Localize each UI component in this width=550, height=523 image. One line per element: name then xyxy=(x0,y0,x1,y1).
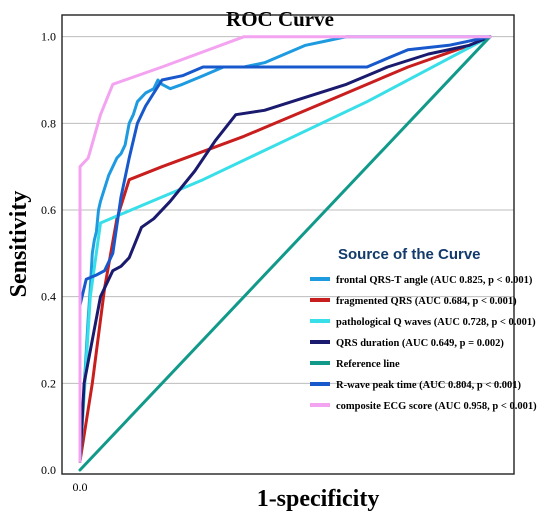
series-line-4 xyxy=(78,35,492,472)
x-axis-label: 1-specificity xyxy=(257,486,380,512)
y-tick-label-1: 0.2 xyxy=(41,376,56,390)
y-tick-label-3: 0.6 xyxy=(41,203,56,217)
legend-label-6: composite ECG score (AUC 0.958, p < 0.00… xyxy=(336,401,537,412)
y-tick-label-5: 1.0 xyxy=(41,30,56,44)
tick-labels: 0.0 0.2 0.4 0.6 0.8 1.0 0.0 xyxy=(41,30,88,494)
series-line-5 xyxy=(78,35,492,307)
legend-label-5: R-wave peak time (AUC 0.804, p < 0.001) xyxy=(336,380,522,391)
legend-label-3: QRS duration (AUC 0.649, p = 0.002) xyxy=(336,338,504,349)
legend-label-2: pathological Q waves (AUC 0.728, p < 0.0… xyxy=(336,317,536,328)
y-tick-label-2: 0.4 xyxy=(41,290,56,304)
series-line-6 xyxy=(78,35,492,463)
legend-label-0: frontal QRS-T angle (AUC 0.825, p < 0.00… xyxy=(336,275,533,286)
series-line-3 xyxy=(78,35,492,463)
legend-label-4: Reference line xyxy=(336,359,400,370)
plot-frame xyxy=(61,14,515,475)
series-lines xyxy=(78,35,492,472)
series-line-2 xyxy=(78,35,492,463)
y-axis-label: Sensitivity xyxy=(6,191,32,298)
legend-title: Source of the Curve xyxy=(338,246,481,263)
series-line-1 xyxy=(78,35,492,463)
chart-title: ROC Curve xyxy=(226,7,334,31)
legend: Source of the Curve frontal QRS-T angle … xyxy=(310,246,537,412)
y-tick-label-0: 0.0 xyxy=(41,463,56,477)
legend-label-1: fragmented QRS (AUC 0.684, p < 0.001) xyxy=(336,296,517,307)
x-tick-label-0: 0.0 xyxy=(73,480,88,494)
y-tick-label-4: 0.8 xyxy=(41,116,56,130)
